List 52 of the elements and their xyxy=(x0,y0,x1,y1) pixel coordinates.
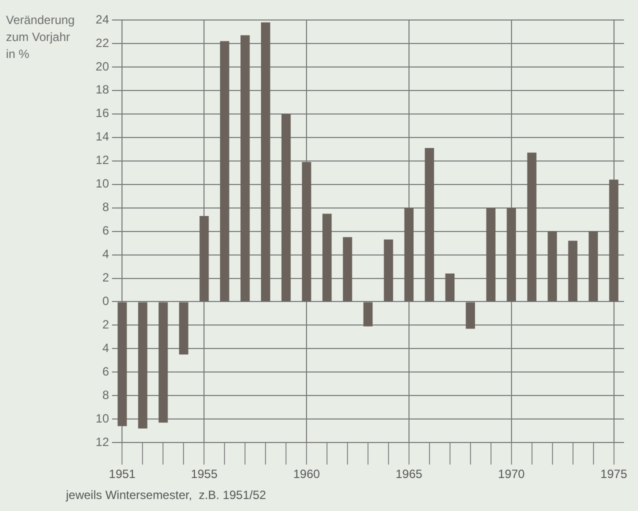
bar xyxy=(384,240,394,302)
bar xyxy=(118,302,127,426)
bar xyxy=(568,240,578,302)
bar xyxy=(548,231,557,302)
x-tick-label: 1975 xyxy=(600,467,628,482)
x-tick-label: 1970 xyxy=(498,467,526,482)
bar xyxy=(302,162,312,302)
y-tick-label: 22 xyxy=(96,36,110,50)
bar xyxy=(609,180,618,302)
y-tick-label: 20 xyxy=(96,59,110,74)
bar xyxy=(220,41,230,302)
y-tick-label: 6 xyxy=(102,364,110,378)
y-tick-label: 8 xyxy=(102,388,110,402)
bar xyxy=(240,35,250,302)
y-tick-label: 10 xyxy=(96,176,110,191)
bar xyxy=(363,302,373,326)
bar xyxy=(322,214,332,302)
y-tick-label: 24 xyxy=(96,12,110,26)
x-axis-title: jeweils Wintersemester, z.B. 1951/52 xyxy=(66,488,266,502)
y-tick-label: 16 xyxy=(96,106,110,120)
bar xyxy=(179,302,188,355)
bar xyxy=(158,302,168,423)
y-tick-label: 12 xyxy=(96,153,110,168)
bar xyxy=(260,22,270,302)
x-tick-label: 1951 xyxy=(108,467,136,482)
y-tick-label: 6 xyxy=(102,224,110,238)
x-tick-label: 1955 xyxy=(190,467,218,482)
x-tick-label: 1965 xyxy=(396,467,423,482)
bar xyxy=(486,208,496,302)
y-tick-label: 14 xyxy=(96,130,110,144)
bar xyxy=(588,231,598,302)
y-tick-label: 4 xyxy=(102,341,110,355)
bar xyxy=(466,302,476,329)
y-tick-label: 2 xyxy=(102,270,110,285)
y-tick-label: 0 xyxy=(102,294,110,308)
bar xyxy=(281,114,291,302)
bar xyxy=(138,302,148,429)
y-axis-title: Veränderung zum Vorjahr in % xyxy=(6,12,76,63)
bar xyxy=(506,208,516,302)
bar xyxy=(424,148,434,302)
y-tick-label: 8 xyxy=(102,200,110,214)
x-tick-label: 1960 xyxy=(293,467,320,482)
bar xyxy=(527,152,536,302)
y-tick-label: 2 xyxy=(102,318,110,332)
bar xyxy=(342,237,352,302)
y-tick-label: 10 xyxy=(96,411,110,426)
bar xyxy=(404,208,414,302)
bar xyxy=(200,216,209,302)
bar xyxy=(445,274,455,302)
y-tick-label: 12 xyxy=(96,434,110,449)
y-tick-label: 4 xyxy=(102,247,110,262)
y-tick-label: 18 xyxy=(96,82,110,97)
